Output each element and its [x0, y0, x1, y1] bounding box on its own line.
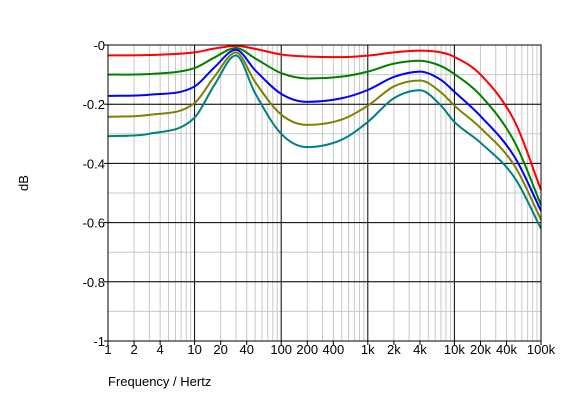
series-line-3	[107, 48, 542, 212]
y-axis-title: dB	[16, 175, 31, 191]
series-line-5	[107, 54, 542, 229]
x-tick-label: 2k	[387, 342, 401, 357]
y-tick-label: -0.8	[83, 275, 105, 290]
y-tick-label: -1	[93, 334, 105, 349]
series-line-2	[107, 46, 542, 206]
x-tick-label: 20	[213, 342, 227, 357]
x-tick-label: 10	[187, 342, 201, 357]
y-tick-label: -0.2	[83, 97, 105, 112]
x-tick-label: 4	[157, 342, 164, 357]
series-line-4	[107, 51, 542, 221]
x-tick-label: 4k	[413, 342, 427, 357]
y-tick-label: -0.4	[83, 156, 105, 171]
x-tick-label: 20k	[470, 342, 491, 357]
x-tick-label: 40	[240, 342, 254, 357]
x-tick-label: 2	[130, 342, 137, 357]
y-tick-label: -0	[93, 38, 105, 53]
x-tick-label: 400	[322, 342, 344, 357]
x-tick-label: 1	[104, 342, 111, 357]
tick-labels: -0 -0.2 -0.4 -0.6 -0.8 -11 2 4 10 20 40 100 200 400 1k…	[83, 38, 556, 357]
x-tick-label: 200	[296, 342, 318, 357]
plot-frame	[107, 44, 542, 342]
x-tick-label: 10k	[444, 342, 465, 357]
x-tick-label: 100	[270, 342, 292, 357]
x-tick-label: 40k	[496, 342, 517, 357]
series-group	[107, 44, 542, 229]
x-axis-title: Frequency / Hertz	[108, 374, 211, 389]
series-line-1	[107, 44, 542, 191]
x-tick-label: 1k	[361, 342, 375, 357]
y-tick-label: -0.6	[83, 216, 105, 231]
x-tick-label: 100k	[527, 342, 556, 357]
